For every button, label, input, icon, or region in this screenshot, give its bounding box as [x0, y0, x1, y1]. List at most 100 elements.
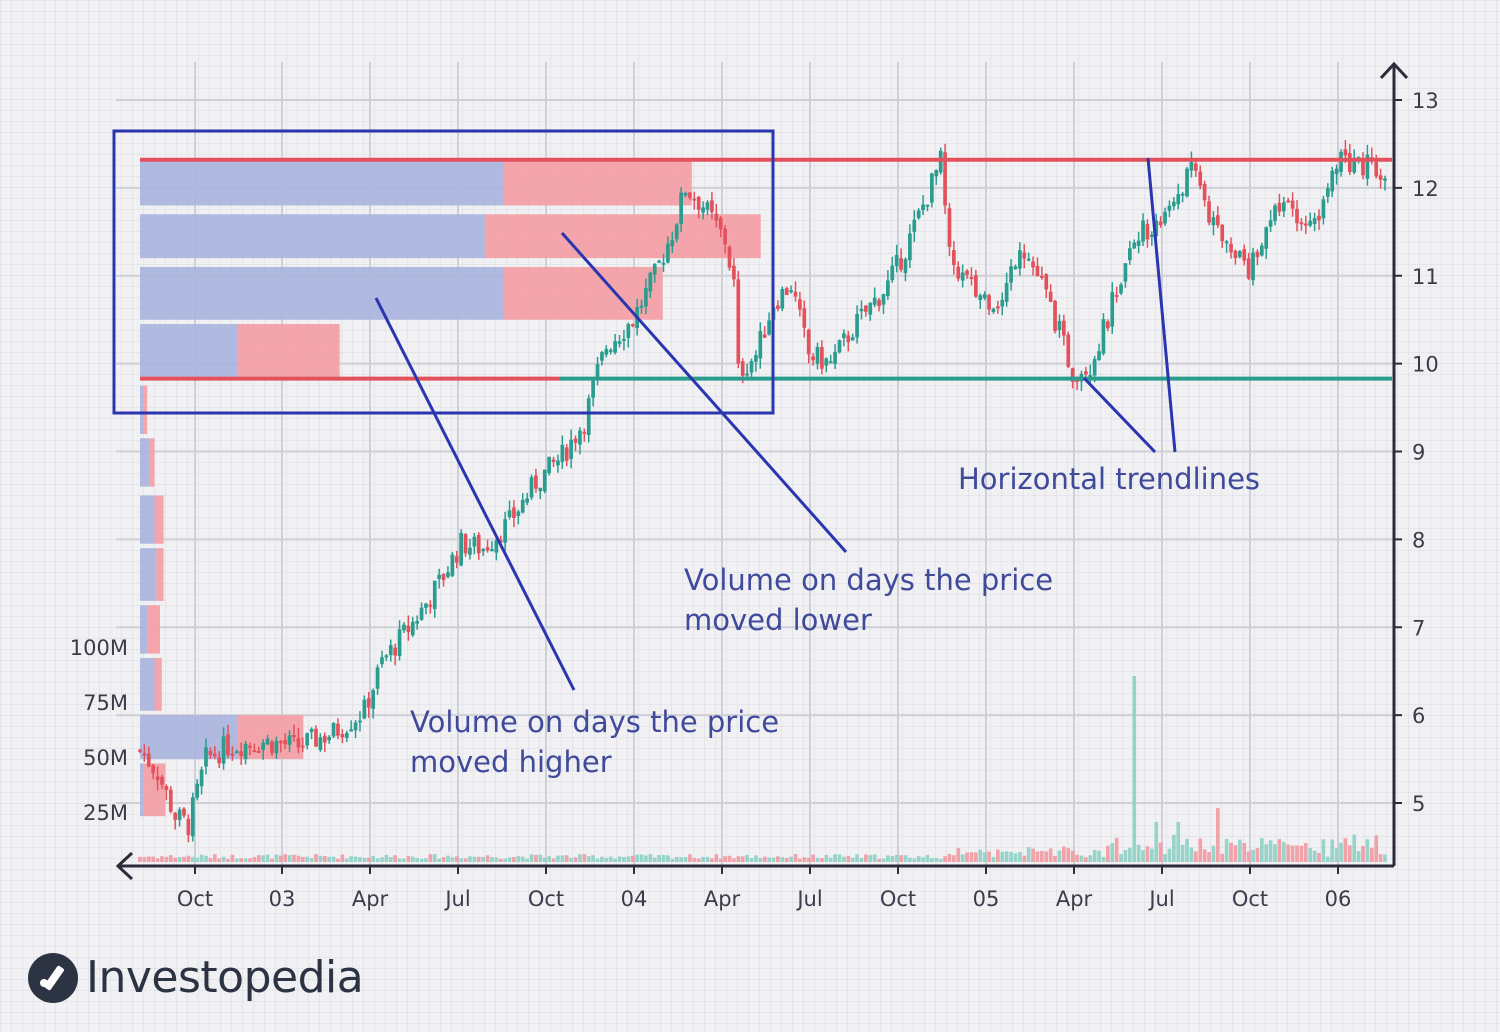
pointer-trend-resistance [1146, 157, 1177, 453]
volume-bar-28 [261, 855, 266, 862]
volume-bar-261 [1286, 844, 1291, 862]
volume-bar-143 [767, 857, 771, 862]
volume-bar-154 [815, 857, 820, 862]
candle-body-31 [274, 740, 279, 754]
volume-bar-44 [331, 856, 336, 862]
volume-bar-68 [437, 858, 441, 862]
volume-bar-16 [208, 857, 213, 862]
volume-bar-203 [1031, 848, 1035, 862]
candle-body-123 [679, 192, 683, 225]
candle-body-208 [1053, 300, 1057, 332]
candle-body-11 [186, 818, 191, 836]
volume-bar-33 [283, 854, 288, 862]
volume-bar-49 [353, 856, 358, 862]
candle-body-89 [529, 477, 534, 498]
volume-bar-3 [151, 856, 156, 862]
volume-bar-192 [982, 852, 987, 862]
candle-body-257 [1268, 220, 1273, 227]
candle-body-137 [740, 361, 745, 376]
volume-tick-label-1: 50M [83, 746, 128, 770]
candle-body-278 [1361, 159, 1365, 176]
volume-bar-267 [1312, 850, 1317, 862]
candle-body-266 [1308, 220, 1313, 226]
vbp-up-bar-6 [140, 495, 155, 544]
volume-bar-272 [1334, 848, 1339, 862]
candle-body-193 [987, 295, 991, 310]
candle-body-32 [278, 741, 283, 744]
candle-body-122 [674, 224, 679, 240]
candle-body-267 [1312, 218, 1317, 225]
candle-body-179 [925, 204, 930, 207]
candle-body-178 [921, 204, 925, 211]
candle-body-240 [1193, 163, 1198, 171]
candle-body-281 [1374, 162, 1379, 177]
candle-body-36 [296, 738, 301, 748]
candle-body-248 [1229, 243, 1233, 253]
x-tick-label-13: 06 [1325, 887, 1352, 911]
vbp-up-bar-2 [140, 266, 503, 320]
volume-bar-110 [622, 856, 626, 862]
volume-bar-283 [1383, 854, 1387, 862]
volume-bar-82 [498, 858, 503, 862]
candle-body-80 [490, 549, 494, 552]
candle-body-161 [846, 335, 851, 343]
candle-body-133 [723, 228, 727, 245]
volume-bar-9 [177, 856, 182, 862]
volume-bar-1 [142, 856, 147, 862]
vbp-up-bar-8 [140, 605, 148, 654]
volume-bar-128 [701, 856, 705, 862]
volume-tick-label-2: 75M [83, 691, 128, 715]
volume-bar-115 [644, 855, 648, 862]
volume-bar-118 [657, 855, 661, 862]
vbp-up-bar-5 [140, 438, 150, 487]
volume-bar-242 [1202, 849, 1207, 862]
candle-body-38 [305, 733, 310, 746]
candle-body-172 [894, 254, 899, 267]
volume-bar-253 [1251, 849, 1255, 862]
volume-bar-12 [190, 856, 195, 862]
volume-bar-177 [916, 856, 921, 862]
volume-bar-179 [925, 854, 930, 862]
volume-bar-175 [908, 857, 912, 862]
volume-bar-156 [824, 854, 829, 862]
volume-bar-188 [965, 852, 969, 862]
volume-bar-103 [591, 855, 595, 862]
volume-bar-254 [1255, 848, 1260, 862]
volume-bar-269 [1321, 839, 1326, 862]
annotation-higher-line1: Volume on days the price [410, 705, 779, 739]
volume-bar-20 [226, 858, 230, 862]
y-axis-arrow-icon [1379, 61, 1409, 80]
volume-bar-121 [670, 858, 675, 862]
candle-body-269 [1321, 199, 1326, 219]
y-tick-label-9: 9 [1412, 441, 1425, 465]
candle-body-79 [485, 547, 490, 551]
candle-body-19 [221, 736, 226, 764]
brand-logo: Investopedia [28, 952, 364, 1003]
candle-body-95 [556, 460, 560, 466]
volume-bar-149 [793, 854, 798, 862]
volume-bar-43 [327, 856, 332, 862]
candle-body-156 [824, 358, 829, 366]
candle-body-264 [1299, 222, 1304, 225]
candle-body-201 [1022, 252, 1027, 259]
volume-bar-127 [696, 858, 701, 862]
volume-bar-231 [1154, 822, 1159, 862]
volume-bar-126 [692, 857, 697, 862]
volume-bar-7 [168, 855, 173, 862]
volume-bar-57 [388, 857, 393, 862]
volume-bar-280 [1369, 847, 1374, 862]
volume-bar-219 [1101, 856, 1106, 862]
vbp-down-bar-4 [143, 385, 148, 434]
volume-bar-45 [336, 858, 340, 862]
volume-bar-135 [732, 858, 736, 862]
candle-body-188 [965, 270, 969, 275]
candle-body-260 [1281, 202, 1286, 212]
candle-body-162 [850, 337, 855, 341]
volume-bar-255 [1259, 838, 1264, 862]
candle-body-22 [234, 751, 239, 754]
volume-bar-8 [173, 857, 178, 862]
vbp-up-bar-11 [140, 763, 144, 817]
volume-bar-136 [736, 856, 741, 862]
volume-bar-47 [344, 858, 349, 862]
volume-bar-94 [551, 858, 556, 862]
